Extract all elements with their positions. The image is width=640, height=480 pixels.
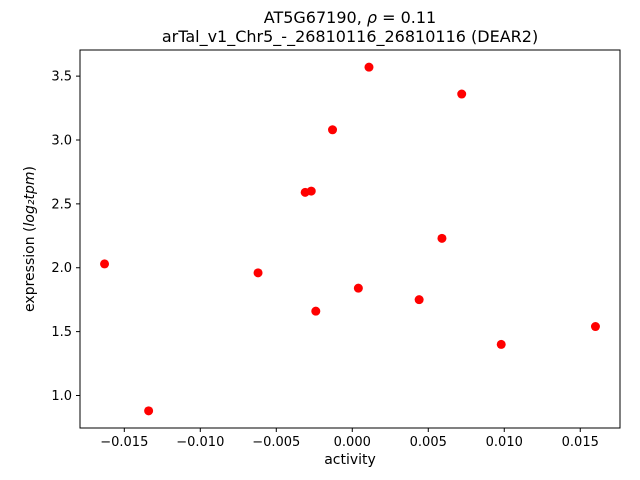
x-tick-label: 0.005 (410, 435, 447, 450)
data-point (496, 339, 506, 349)
data-point (100, 259, 110, 269)
x-axis-label: activity (324, 452, 376, 468)
x-tick-label: 0.015 (562, 435, 599, 450)
x-tick-label: 0.010 (486, 435, 523, 450)
x-tick-label: −0.005 (252, 435, 300, 450)
title-gene-id: AT5G67190, (263, 8, 367, 27)
y-tick-label: 1.5 (51, 325, 72, 340)
y-axis-label: expression (log₂tpm) (22, 166, 38, 312)
y-tick-label: 2.5 (51, 197, 72, 212)
data-point (353, 283, 363, 293)
data-point (306, 186, 316, 196)
data-point (364, 62, 374, 72)
x-tick-label: −0.010 (176, 435, 224, 450)
data-point (590, 322, 600, 332)
data-point (144, 406, 154, 416)
chart-title-line1: AT5G67190, ρ = 0.11 (80, 8, 620, 27)
y-tick-label: 1.0 (51, 389, 72, 404)
data-point (457, 89, 467, 99)
x-tick-label: 0.000 (334, 435, 371, 450)
title-rho-symbol: ρ (366, 8, 378, 27)
x-tick-label: −0.015 (100, 435, 148, 450)
data-point (414, 295, 424, 305)
y-tick-label: 2.0 (51, 261, 72, 276)
chart-title-line2: arTal_v1_Chr5_-_26810116_26810116 (DEAR2… (161, 27, 539, 46)
title-rho-value: = 0.11 (377, 8, 437, 27)
y-tick-label: 3.0 (51, 133, 72, 148)
data-point (311, 306, 321, 316)
y-tick-label: 3.5 (51, 70, 72, 85)
axes-spines (79, 49, 621, 429)
data-point (328, 125, 338, 135)
data-point (253, 268, 263, 278)
data-point (437, 233, 447, 243)
chart-title: AT5G67190, ρ = 0.11 arTal_v1_Chr5_-_2681… (80, 8, 620, 46)
